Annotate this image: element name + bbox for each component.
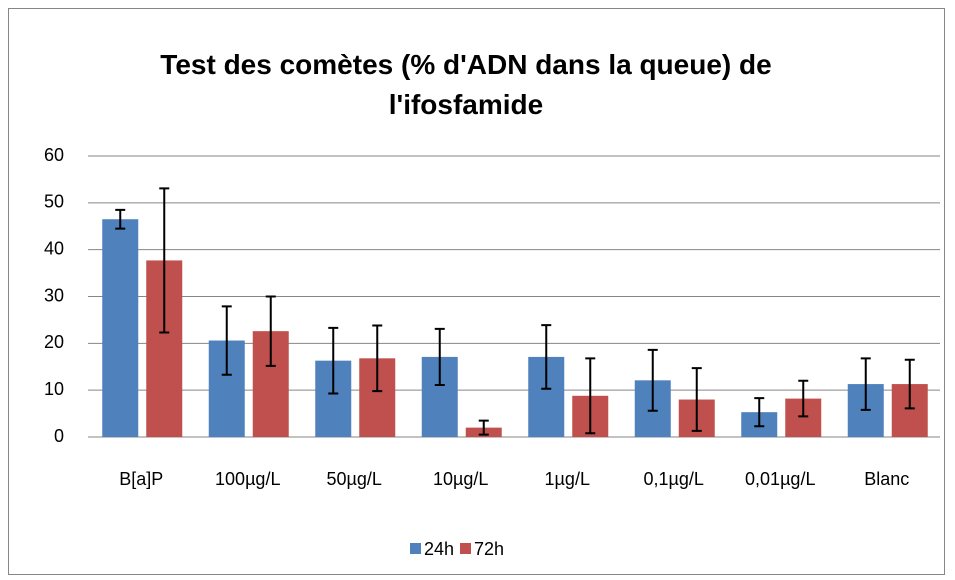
error-bar [860, 357, 871, 411]
error-bar [372, 324, 383, 393]
error-bar [221, 305, 232, 376]
legend-label: 24h [424, 539, 454, 559]
y-tick-label: 30 [44, 285, 64, 305]
error-bar [115, 208, 126, 230]
error-bar [159, 187, 170, 334]
error-bar [754, 397, 765, 428]
y-tick-label: 10 [44, 379, 64, 399]
chart-title: Test des comètes (% d'ADN dans la queue)… [160, 49, 772, 120]
error-bar [585, 357, 596, 435]
x-tick-label: 0,1µg/L [644, 469, 704, 489]
x-tick-label: Blanc [864, 469, 909, 489]
legend-swatch [410, 543, 421, 554]
x-tick-label: 10µg/L [433, 469, 488, 489]
error-bar [265, 295, 276, 367]
y-tick-label: 40 [44, 238, 64, 258]
bar [102, 219, 139, 437]
error-bar [478, 419, 489, 436]
x-tick-label: 1µg/L [545, 469, 590, 489]
x-tick-label: 50µg/L [327, 469, 382, 489]
x-tick-label: 0,01µg/L [745, 469, 815, 489]
error-bar [328, 326, 339, 395]
error-bar [798, 379, 809, 418]
error-bar [541, 324, 552, 390]
error-bar [904, 358, 915, 410]
error-bar [647, 348, 658, 412]
legend-label: 72h [474, 539, 504, 559]
error-bar [691, 367, 702, 432]
y-tick-label: 0 [54, 426, 64, 446]
legend-swatch [460, 543, 471, 554]
y-tick-label: 60 [44, 145, 64, 165]
error-bar [434, 327, 445, 387]
y-tick-label: 50 [44, 192, 64, 212]
x-tick-label: 100µg/L [215, 469, 280, 489]
x-tick-label: B[a]P [119, 469, 163, 489]
y-tick-label: 20 [44, 332, 64, 352]
